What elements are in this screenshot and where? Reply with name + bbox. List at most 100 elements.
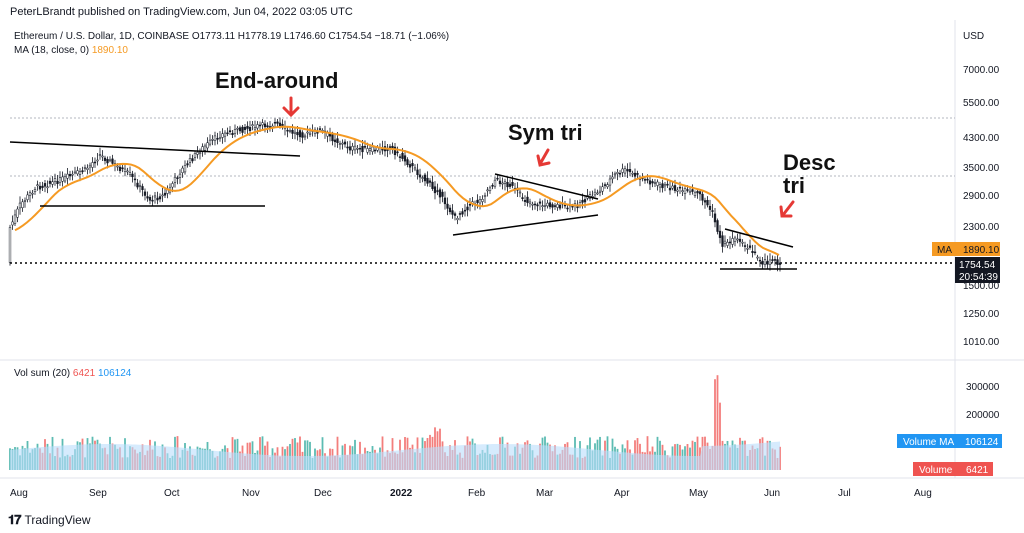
time-tick-0: Aug [10, 488, 28, 499]
candle-body [183, 165, 187, 173]
candle-body [353, 145, 357, 151]
candle-body [258, 124, 262, 127]
volume-bar [694, 441, 696, 470]
time-tick-8: Apr [614, 488, 630, 499]
time-tick-1: Sep [89, 488, 107, 499]
candle-body [538, 201, 542, 204]
price-tick-4: 2900.00 [963, 191, 1000, 202]
candle-body [318, 128, 322, 130]
candle-body [68, 174, 72, 177]
footer: 𝟏𝟕 TradingView [8, 512, 91, 528]
candle-body [288, 130, 292, 132]
candle-body [23, 200, 27, 202]
candle-body [356, 148, 359, 150]
candle-body [766, 260, 769, 265]
ma-legend[interactable]: MA (18, close, 0) 1890.10 [14, 44, 449, 58]
candle-body [53, 178, 57, 182]
candle-body [701, 193, 704, 201]
candle-body [186, 163, 189, 166]
candle-body [623, 168, 627, 174]
candle-body [451, 210, 454, 215]
candle-body [51, 181, 54, 185]
symbol-line[interactable]: Ethereum / U.S. Dollar, 1D, COINBASE O17… [14, 31, 450, 42]
candle-body [728, 241, 732, 244]
candle-body [46, 186, 49, 189]
candle-body [118, 166, 122, 171]
candle-body [461, 211, 464, 215]
candle-body [343, 141, 347, 145]
volume-bar [321, 437, 324, 470]
candle-body [231, 132, 234, 135]
volume-bar [336, 436, 339, 470]
volume-bar [646, 436, 649, 470]
volume-tag-value: 6421 [966, 465, 989, 476]
candle-body [778, 262, 782, 265]
candle-body [83, 167, 87, 169]
last-price-tag-box [955, 257, 1000, 283]
candle-body [531, 203, 534, 206]
candle-body [653, 182, 657, 184]
candle-body [501, 182, 504, 185]
candle-body [228, 130, 232, 133]
volume-bar [719, 402, 721, 470]
candle-body [763, 259, 767, 265]
volume-bar [294, 438, 296, 470]
price-tick-6: 1500.00 [963, 281, 1000, 292]
volume-tag-label: Volume [919, 465, 953, 476]
candle-body [13, 214, 17, 224]
candle-body [628, 169, 632, 173]
candle-body [346, 146, 349, 149]
candle-body [693, 192, 697, 196]
candle-body [476, 199, 479, 203]
candle-body [336, 138, 339, 143]
candle-body [723, 240, 727, 244]
candle-body [286, 129, 289, 132]
candle-body [136, 182, 139, 188]
candle-body [458, 213, 462, 215]
candle-body [423, 174, 427, 182]
candle-body [751, 251, 754, 253]
price-tick-5: 2300.00 [963, 222, 1000, 233]
candle-body [448, 207, 452, 213]
volume-bar [714, 379, 716, 470]
candle-body [718, 230, 722, 238]
candle-body [216, 138, 219, 140]
volume-bar [259, 437, 261, 470]
candle-body [296, 132, 299, 136]
candle-body [738, 238, 742, 242]
candle-body [363, 146, 367, 148]
candle-body [613, 173, 617, 176]
candle-body [438, 189, 442, 198]
candle-body [406, 159, 409, 166]
candle-body [463, 209, 467, 212]
time-tick-5: 2022 [390, 488, 413, 499]
candle-body [26, 194, 29, 200]
candle-body [36, 184, 39, 186]
candle-body [176, 177, 179, 179]
volume-legend[interactable]: Vol sum (20) 6421 106124 [14, 368, 131, 379]
candle-body [676, 189, 679, 192]
footer-brand[interactable]: TradingView [24, 513, 91, 527]
candle-body [661, 183, 664, 189]
candle-body [358, 147, 362, 150]
candle-body [416, 169, 419, 175]
candle-body [691, 189, 694, 192]
candle-body [686, 189, 689, 191]
candle-body [41, 185, 44, 188]
candle-body [663, 184, 667, 187]
volume-bar [716, 375, 719, 470]
candle-body [253, 127, 257, 130]
candle-body [551, 204, 554, 208]
candle-body [218, 137, 222, 140]
candle-body [263, 123, 267, 128]
time-tick-4: Dec [314, 488, 332, 499]
candle-body [98, 154, 102, 156]
candle-body [126, 170, 129, 173]
price-tick-7: 1250.00 [963, 309, 1000, 320]
candle-body [178, 173, 182, 178]
volume-tick-0: 300000 [966, 382, 1000, 393]
candle-body [488, 187, 492, 191]
candle-body [498, 180, 502, 185]
candle-body [281, 123, 284, 127]
